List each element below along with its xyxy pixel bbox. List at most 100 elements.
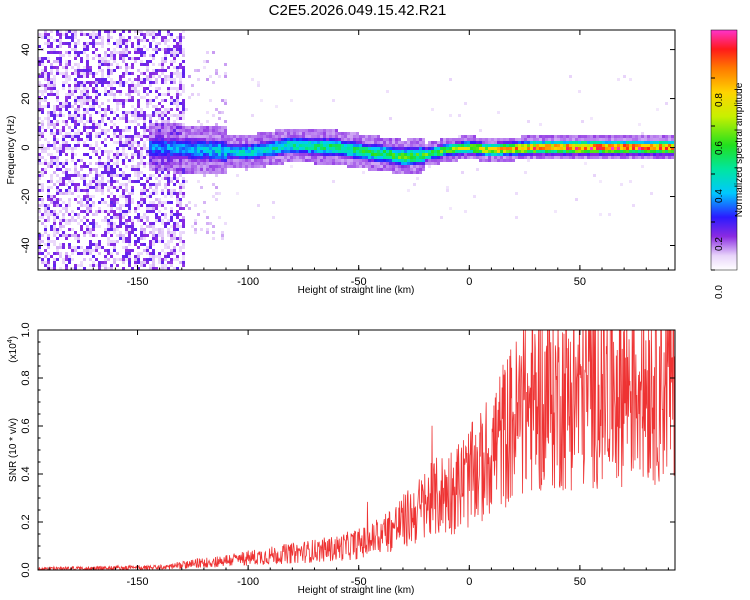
heatmap-cell — [569, 138, 572, 141]
heatmap-cell — [170, 192, 173, 195]
heatmap-cell — [95, 54, 98, 57]
heatmap-cell — [101, 264, 104, 267]
heatmap-cell — [68, 114, 71, 117]
heatmap-cell — [74, 231, 77, 234]
heatmap-cell — [518, 141, 521, 144]
heatmap-cell — [653, 141, 656, 144]
heatmap-cell — [596, 138, 599, 141]
heatmap-cell — [83, 183, 86, 186]
heatmap-cell — [101, 153, 104, 156]
heatmap-cell — [167, 165, 170, 168]
heatmap-cell — [113, 48, 116, 51]
heatmap-cell — [194, 126, 197, 129]
heatmap-cell — [452, 150, 455, 153]
heatmap-cell — [50, 123, 53, 126]
heatmap-cell — [137, 93, 140, 96]
heatmap-cell — [320, 132, 323, 135]
heatmap-cell — [53, 144, 56, 147]
heatmap-cell — [119, 93, 122, 96]
heatmap-cell — [218, 159, 221, 162]
heatmap-cell — [581, 141, 584, 144]
heatmap-cell — [152, 141, 155, 144]
heatmap-cell — [143, 144, 146, 147]
heatmap-cell — [53, 201, 56, 204]
heatmap-cell — [497, 159, 500, 162]
heatmap-cell — [161, 48, 164, 51]
heatmap-cell — [209, 222, 212, 225]
heatmap-cell — [221, 126, 224, 129]
heatmap-cell — [110, 81, 113, 84]
heatmap-cell — [167, 30, 170, 33]
heatmap-cell — [155, 87, 158, 90]
heatmap-cell — [650, 135, 653, 138]
heatmap-cell — [191, 141, 194, 144]
heatmap-cell — [638, 135, 641, 138]
heatmap-cell — [131, 141, 134, 144]
heatmap-cell — [410, 138, 413, 141]
heatmap-cell — [47, 237, 50, 240]
heatmap-cell — [41, 198, 44, 201]
heatmap-cell — [140, 153, 143, 156]
heatmap-cell — [443, 150, 446, 153]
heatmap-cell — [65, 255, 68, 258]
heatmap-cell — [284, 141, 287, 144]
heatmap-cell — [365, 162, 368, 165]
heatmap-cell — [56, 150, 59, 153]
heatmap-cell — [92, 126, 95, 129]
heatmap-cell — [584, 138, 587, 141]
heatmap-cell — [179, 198, 182, 201]
heatmap-cell — [59, 132, 62, 135]
heatmap-cell — [134, 240, 137, 243]
heatmap-cell — [353, 153, 356, 156]
heatmap-cell — [68, 54, 71, 57]
heatmap-cell — [179, 75, 182, 78]
heatmap-cell — [110, 219, 113, 222]
heatmap-cell — [104, 150, 107, 153]
heatmap-cell — [92, 87, 95, 90]
heatmap-cell — [194, 129, 197, 132]
y-tick-label: -20 — [20, 189, 32, 205]
heatmap-cell — [110, 138, 113, 141]
heatmap-cell — [170, 201, 173, 204]
heatmap-cell — [227, 147, 230, 150]
heatmap-cell — [413, 171, 416, 174]
heatmap-cell — [50, 111, 53, 114]
heatmap-cell — [548, 156, 551, 159]
heatmap-cell — [68, 222, 71, 225]
heatmap-cell — [461, 147, 464, 150]
heatmap-cell — [137, 174, 140, 177]
heatmap-cell — [110, 180, 113, 183]
heatmap-cell — [125, 237, 128, 240]
heatmap-cell — [152, 183, 155, 186]
snr-y-label: SNR (10 * v/v) — [8, 418, 19, 482]
y-tick-label: 1.0 — [20, 322, 32, 337]
heatmap-cell — [98, 174, 101, 177]
heatmap-cell — [188, 126, 191, 129]
heatmap-cell — [206, 165, 209, 168]
heatmap-cell — [362, 156, 365, 159]
heatmap-cell — [425, 147, 428, 150]
heatmap-cell — [128, 144, 131, 147]
heatmap-cell — [152, 192, 155, 195]
heatmap-cell — [140, 81, 143, 84]
heatmap-cell — [518, 147, 521, 150]
heatmap-cell — [104, 123, 107, 126]
heatmap-cell — [263, 153, 266, 156]
heatmap-cell — [98, 57, 101, 60]
heatmap-cell — [422, 153, 425, 156]
heatmap-cell — [107, 135, 110, 138]
heatmap-cell — [161, 258, 164, 261]
heatmap-cell — [131, 168, 134, 171]
heatmap-cell — [167, 189, 170, 192]
heatmap-cell — [155, 255, 158, 258]
heatmap-cell — [140, 63, 143, 66]
heatmap-cell — [440, 150, 443, 153]
heatmap-cell — [407, 150, 410, 153]
heatmap-cell — [47, 126, 50, 129]
heatmap-cell — [107, 66, 110, 69]
heatmap-cell — [167, 75, 170, 78]
heatmap-cell — [128, 93, 131, 96]
heatmap-cell — [638, 153, 641, 156]
heatmap-cell — [206, 156, 209, 159]
heatmap-cell — [128, 177, 131, 180]
